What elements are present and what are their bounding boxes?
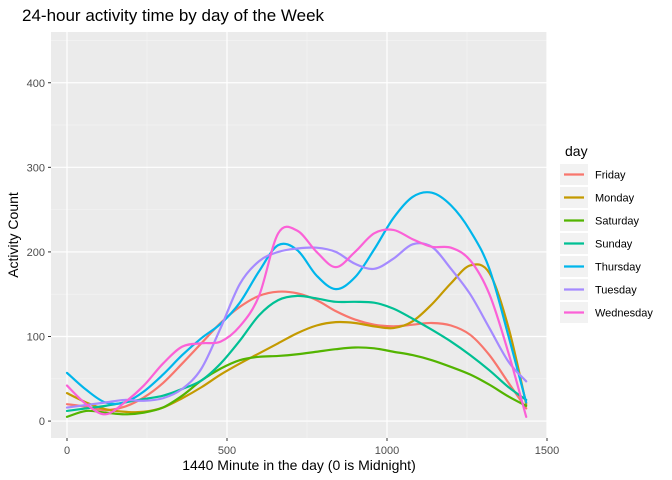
series-line-thursday xyxy=(65,191,528,406)
plot-panel xyxy=(51,32,547,438)
x-tick-label: 500 xyxy=(218,445,236,457)
legend-label: Friday xyxy=(595,170,626,182)
legend-item-friday: Friday xyxy=(560,164,626,185)
major-gridlines xyxy=(51,32,548,438)
series-line-tuesday xyxy=(65,242,528,409)
y-tick-label: 0 xyxy=(39,416,45,428)
chart-title: 24-hour activity time by day of the Week xyxy=(22,6,325,25)
x-axis-title: 1440 Minute in the day (0 is Midnight) xyxy=(182,457,415,473)
y-axis: 0 100 200 300 400 xyxy=(27,78,51,428)
legend-item-monday: Monday xyxy=(560,187,635,208)
y-tick-label: 400 xyxy=(27,78,45,90)
legend-label: Monday xyxy=(595,193,635,205)
legend-label: Thursday xyxy=(595,262,641,274)
x-tick-label: 1500 xyxy=(535,445,559,457)
legend-label: Saturday xyxy=(595,216,640,228)
legend-label: Tuesday xyxy=(595,285,637,297)
y-axis-title: Activity Count xyxy=(5,192,21,278)
y-tick-label: 300 xyxy=(27,162,45,174)
minor-gridlines xyxy=(51,32,547,438)
series-line-wednesday xyxy=(65,225,528,418)
y-tick-label: 200 xyxy=(27,247,45,259)
legend-label: Sunday xyxy=(595,239,633,251)
legend-title: day xyxy=(565,143,588,159)
x-tick-label: 1000 xyxy=(375,445,399,457)
legend-item-thursday: Thursday xyxy=(560,256,641,277)
series-line-friday xyxy=(65,290,528,412)
y-tick-label: 100 xyxy=(27,332,45,344)
legend-item-saturday: Saturday xyxy=(560,210,640,231)
legend-item-wednesday: Wednesday xyxy=(560,302,653,323)
legend-item-tuesday: Tuesday xyxy=(560,279,637,300)
legend-item-sunday: Sunday xyxy=(560,233,633,254)
x-axis: 0 500 1000 1500 xyxy=(64,438,559,457)
x-tick-label: 0 xyxy=(64,445,70,457)
series-lines xyxy=(65,191,528,418)
legend: day Friday Monday Saturday Sunday Thursday Tu… xyxy=(560,143,653,323)
legend-label: Wednesday xyxy=(595,308,653,320)
series-line-saturday xyxy=(65,346,528,418)
series-line-sunday xyxy=(65,294,528,413)
